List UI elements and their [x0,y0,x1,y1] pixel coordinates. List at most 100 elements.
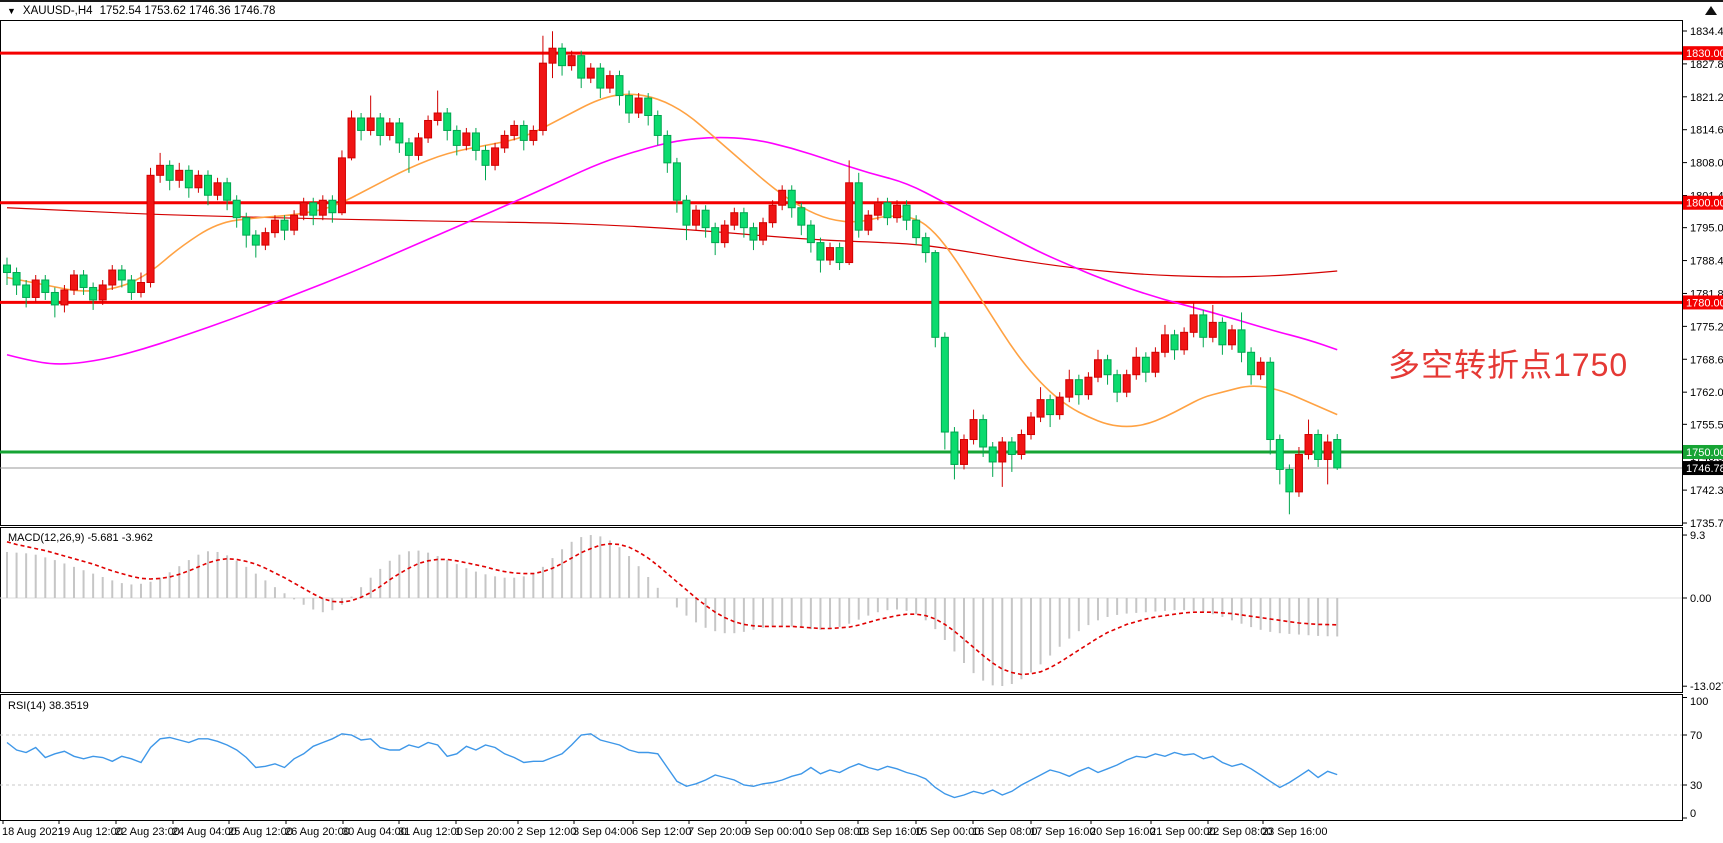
candle [328,199,337,214]
candle [203,174,212,196]
candle [969,419,978,441]
candle [1285,468,1294,493]
candle [136,281,145,293]
candle [1275,439,1284,470]
candle [491,147,500,166]
candle [1017,434,1026,455]
candle [184,169,193,189]
svg-text:1746.78: 1746.78 [1686,463,1723,475]
candle [366,117,375,131]
candle [912,219,921,239]
svg-text:1775.20: 1775.20 [1690,321,1723,333]
candle [108,269,117,286]
candle [270,219,279,234]
candle [251,234,260,246]
candle [864,214,873,231]
svg-text:22 Aug 23:00: 22 Aug 23:00 [115,826,180,838]
candle [1247,351,1256,376]
candle [826,247,835,261]
candle [548,47,557,64]
symbol-timeframe-label: XAUUSD-,H4 [22,5,93,17]
macd-pane: 9.3 0.00 -13.027 [0,530,1723,693]
candle [625,95,634,114]
candle [337,157,346,214]
candle [98,284,107,301]
svg-text:1800.00: 1800.00 [1686,198,1723,210]
svg-text:70: 70 [1690,730,1702,742]
candle [873,202,882,216]
svg-text:1735.75: 1735.75 [1690,518,1723,530]
candle [653,114,662,136]
candle [1304,434,1313,455]
svg-text:-13.027: -13.027 [1690,681,1723,693]
svg-text:16 Sep 08:00: 16 Sep 08:00 [972,826,1037,838]
candle [3,264,11,274]
scroll-arrow-icon[interactable] [1705,6,1717,15]
candle [1132,356,1141,376]
candle [50,291,59,306]
svg-text:10 Sep 08:00: 10 Sep 08:00 [800,826,865,838]
candle [1093,359,1102,378]
candle [12,272,21,286]
candle [701,209,710,229]
candle [175,169,184,181]
candle [806,224,815,244]
candle [1007,441,1016,455]
candle [1026,416,1035,436]
candle [835,247,844,264]
candle [318,199,327,216]
candle [395,122,404,144]
rsi-line [6,733,1338,799]
candle [1227,329,1236,346]
candle [778,189,787,206]
chart-title: ▼ XAUUSD-,H4 1752.54 1753.62 1746.36 174… [7,5,275,17]
candle [979,419,988,448]
candle [213,182,222,196]
price-annotation-text: 多空转折点1750 [1388,347,1629,383]
candle [921,237,930,254]
candle [433,112,442,121]
candle [357,117,366,131]
candle [156,164,165,176]
svg-text:15 Sep 00:00: 15 Sep 00:00 [915,826,980,838]
rsi-pane: 100 70 30 0 [0,696,1708,820]
candle [634,97,643,114]
candle [261,232,270,246]
candle [759,222,768,241]
candle [1323,441,1332,460]
candle [538,62,547,131]
pane-frames [0,20,1683,821]
candle [385,122,394,136]
candle [127,279,136,293]
svg-text:22 Sep 08:00: 22 Sep 08:00 [1207,826,1272,838]
candle [577,55,586,79]
candle [194,174,203,189]
candle [845,182,854,264]
candle [1113,374,1122,393]
candle [950,431,959,465]
svg-text:1 Sep 20:00: 1 Sep 20:00 [455,826,514,838]
candle [768,204,777,224]
candle [69,274,78,291]
candle [1170,334,1179,351]
price-level-badge [1683,195,1723,210]
candle [1122,374,1131,393]
candle [1141,356,1150,373]
svg-text:1834.45: 1834.45 [1690,26,1723,38]
candle [500,134,509,149]
svg-text:9.3: 9.3 [1690,530,1705,542]
candle [1266,361,1275,441]
chevron-down-icon[interactable]: ▼ [7,5,16,16]
candle [749,227,758,241]
candle [711,227,720,244]
candle [797,207,806,226]
candle [663,134,672,164]
candle [424,119,433,139]
candle [1055,396,1064,416]
price-level-badge [1683,461,1723,476]
candle [615,75,624,97]
svg-text:23 Sep 16:00: 23 Sep 16:00 [1262,826,1327,838]
svg-text:17 Sep 16:00: 17 Sep 16:00 [1030,826,1095,838]
svg-text:1768.60: 1768.60 [1690,354,1723,366]
